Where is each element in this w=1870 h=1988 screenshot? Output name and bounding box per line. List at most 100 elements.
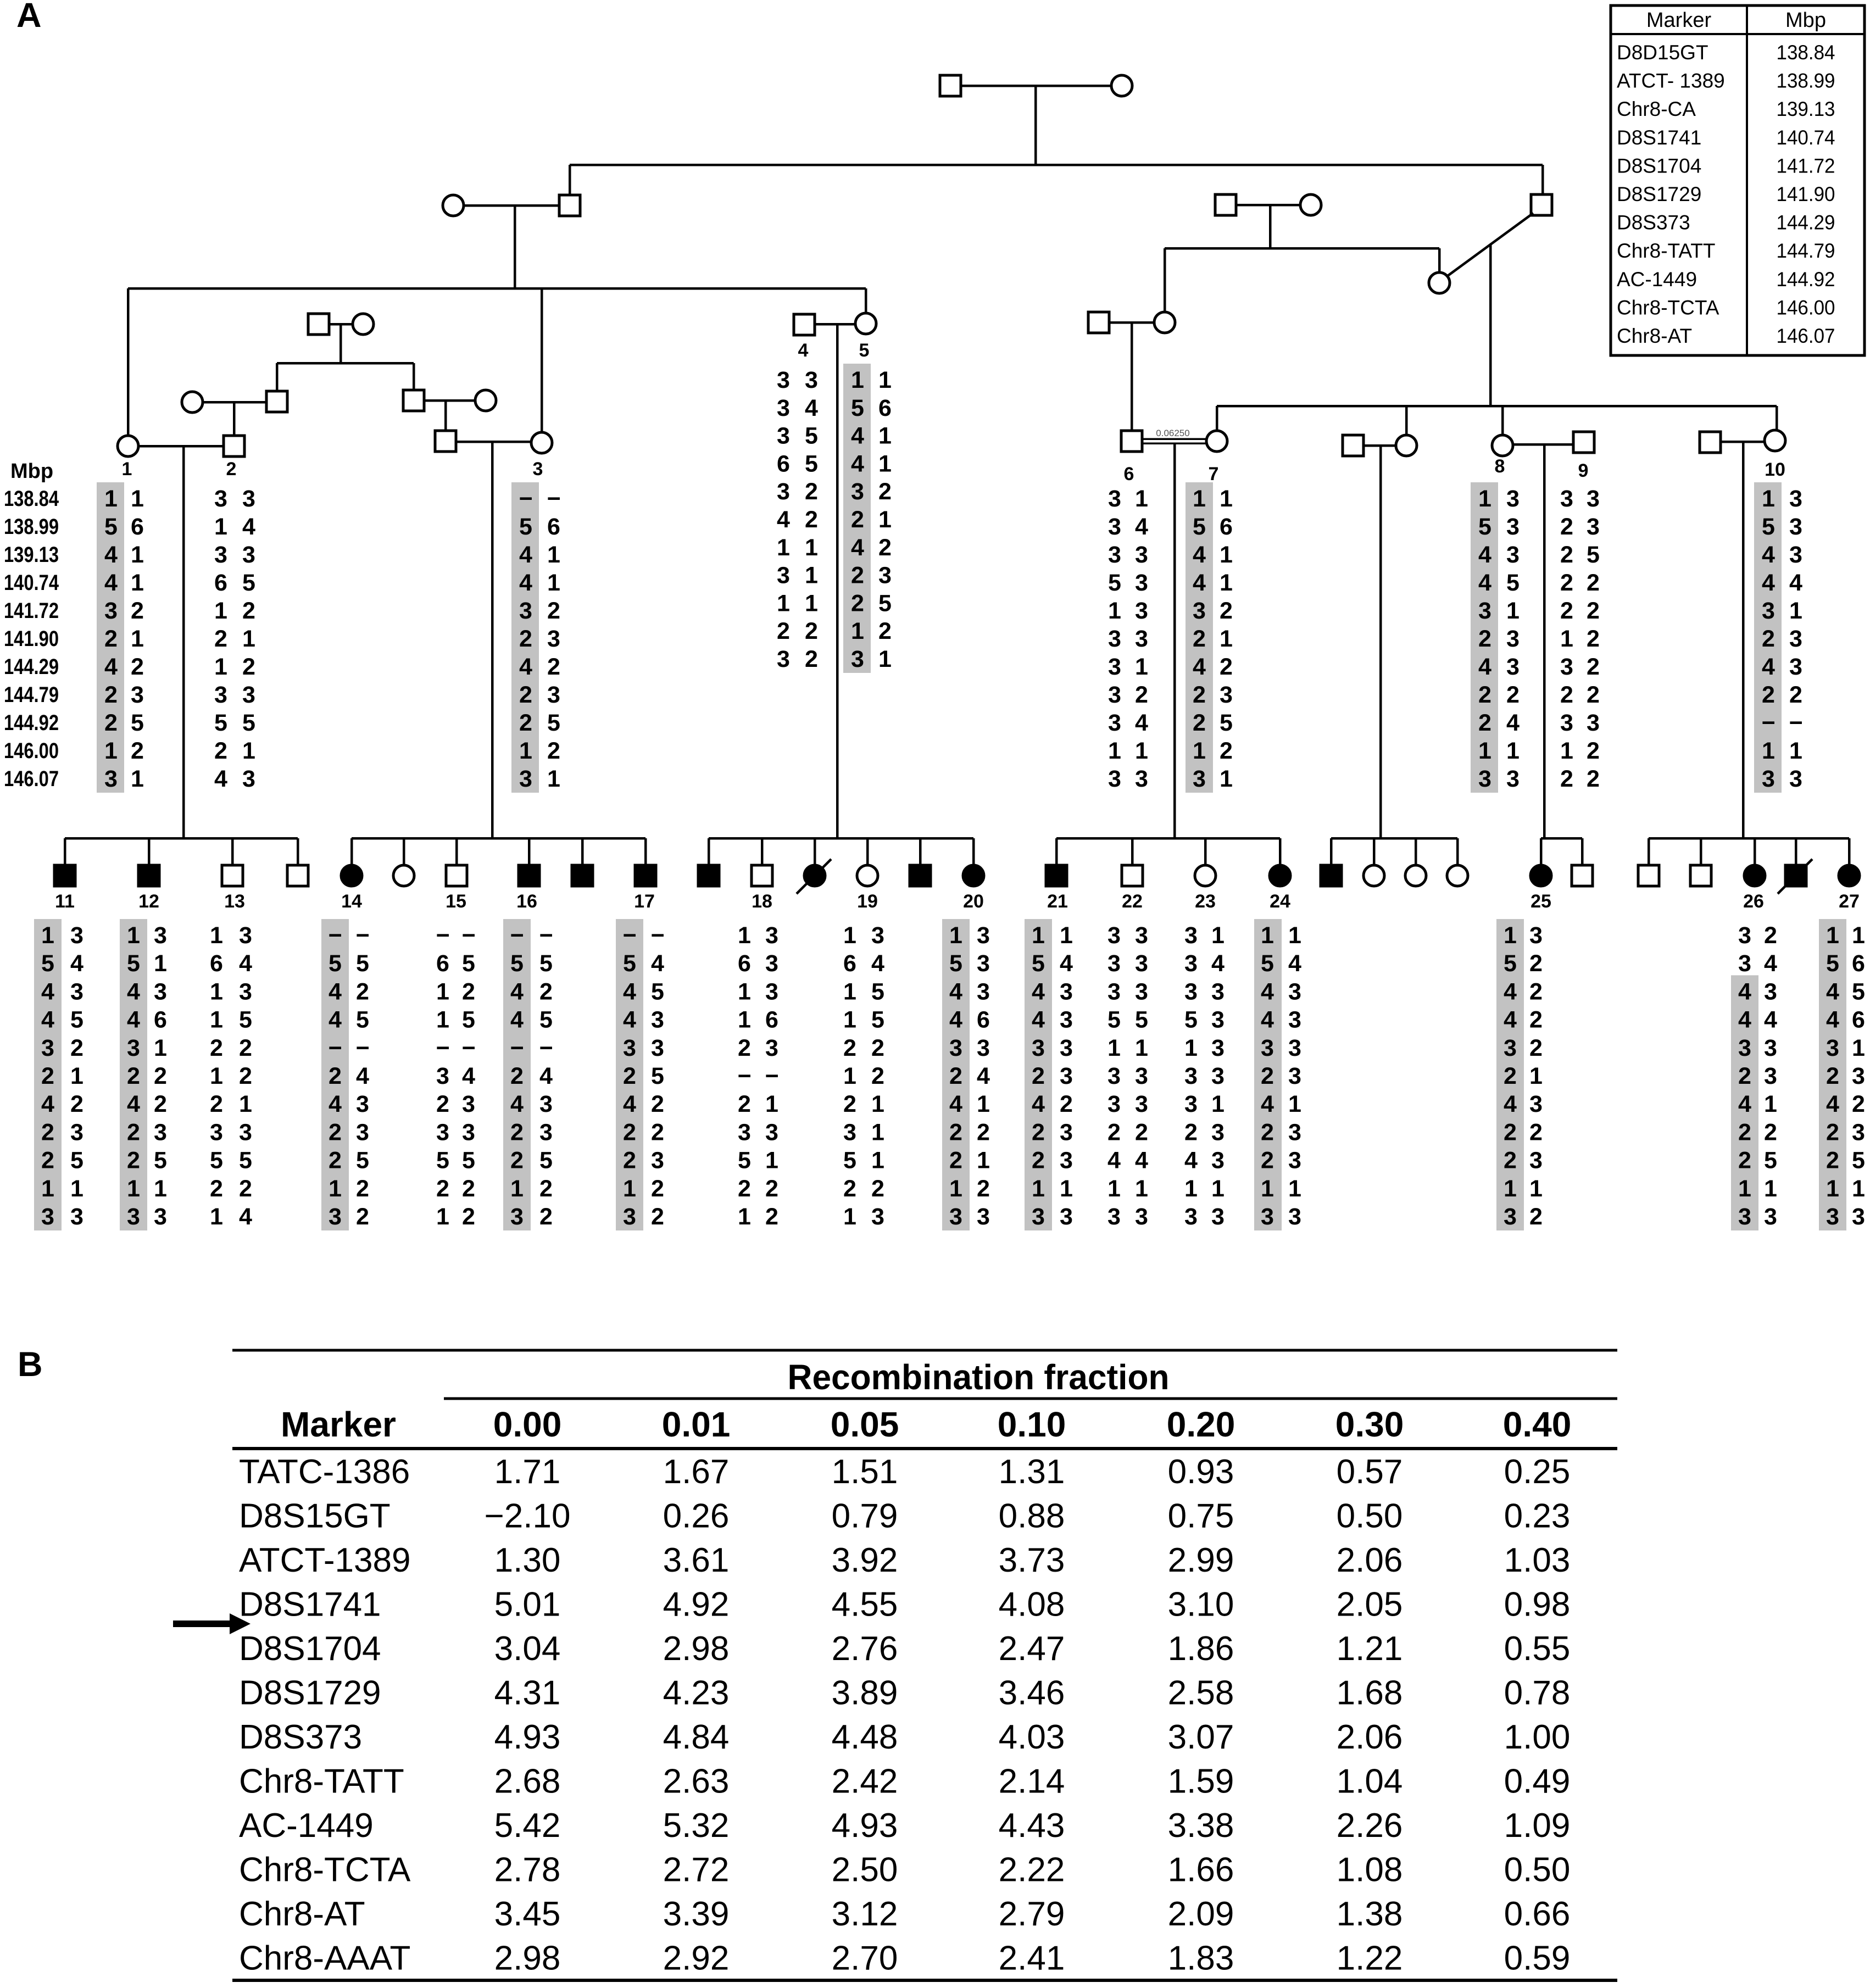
svg-text:4: 4 <box>127 978 140 1005</box>
svg-text:4: 4 <box>104 654 118 680</box>
svg-text:3: 3 <box>871 1204 884 1230</box>
svg-text:6: 6 <box>977 1007 990 1033</box>
svg-text:3: 3 <box>1560 654 1573 680</box>
svg-text:1.30: 1.30 <box>494 1541 561 1579</box>
svg-text:2.26: 2.26 <box>1337 1807 1403 1845</box>
svg-text:4: 4 <box>1135 514 1148 540</box>
svg-text:1.86: 1.86 <box>1168 1630 1234 1668</box>
svg-text:1: 1 <box>1738 1176 1751 1202</box>
svg-text:3: 3 <box>1108 710 1121 736</box>
svg-text:6: 6 <box>154 1007 167 1033</box>
svg-text:2.50: 2.50 <box>832 1851 898 1889</box>
svg-text:2: 2 <box>356 978 369 1005</box>
svg-text:1: 1 <box>1478 486 1491 512</box>
svg-text:4: 4 <box>356 1063 369 1089</box>
svg-text:2: 2 <box>41 1063 54 1089</box>
svg-text:0.88: 0.88 <box>999 1497 1065 1535</box>
svg-text:2: 2 <box>1060 1091 1073 1117</box>
svg-text:3: 3 <box>1738 1204 1751 1230</box>
svg-text:2: 2 <box>239 1063 252 1089</box>
svg-text:3: 3 <box>1108 766 1121 792</box>
svg-text:4: 4 <box>851 450 864 477</box>
svg-text:5.01: 5.01 <box>494 1586 561 1624</box>
svg-text:4: 4 <box>949 1007 962 1033</box>
svg-text:3: 3 <box>127 1035 140 1061</box>
svg-text:5: 5 <box>738 1148 751 1174</box>
svg-text:1.38: 1.38 <box>1337 1895 1403 1933</box>
svg-text:144.92: 144.92 <box>1777 268 1835 291</box>
svg-text:ATCT-1389: ATCT-1389 <box>239 1541 410 1579</box>
svg-text:3: 3 <box>1135 978 1148 1005</box>
svg-text:3: 3 <box>765 922 778 949</box>
svg-text:2: 2 <box>519 626 532 652</box>
svg-text:3: 3 <box>1135 1063 1148 1089</box>
svg-text:1: 1 <box>242 626 255 652</box>
svg-text:4: 4 <box>1826 1007 1839 1033</box>
svg-text:1: 1 <box>1529 1176 1543 1202</box>
svg-text:2: 2 <box>1826 1063 1839 1089</box>
svg-text:4.92: 4.92 <box>663 1586 730 1624</box>
svg-text:4: 4 <box>104 570 118 596</box>
svg-text:3: 3 <box>1211 1007 1225 1033</box>
svg-text:−: − <box>1761 710 1775 736</box>
svg-text:3: 3 <box>977 978 990 1005</box>
svg-text:2: 2 <box>1193 626 1206 652</box>
svg-text:1: 1 <box>154 950 167 977</box>
svg-text:6: 6 <box>210 950 223 977</box>
svg-text:3: 3 <box>1762 766 1775 792</box>
svg-text:2: 2 <box>1220 738 1233 764</box>
svg-text:3: 3 <box>1288 1148 1301 1174</box>
svg-text:1: 1 <box>131 626 144 652</box>
svg-text:27: 27 <box>1839 891 1860 912</box>
svg-text:2: 2 <box>539 1204 553 1230</box>
svg-text:3: 3 <box>1789 542 1802 568</box>
svg-text:3: 3 <box>805 367 818 393</box>
svg-text:3: 3 <box>242 682 255 708</box>
svg-text:3: 3 <box>777 563 790 589</box>
svg-text:0.26: 0.26 <box>663 1497 730 1535</box>
svg-text:1: 1 <box>239 1091 252 1117</box>
svg-text:3: 3 <box>851 478 864 505</box>
svg-text:0.05: 0.05 <box>831 1405 899 1444</box>
svg-text:146.00: 146.00 <box>1777 296 1835 319</box>
svg-text:6: 6 <box>878 395 892 421</box>
svg-text:Marker: Marker <box>1646 9 1712 32</box>
svg-text:3: 3 <box>1764 1035 1777 1061</box>
svg-text:5: 5 <box>1587 542 1600 568</box>
svg-text:5: 5 <box>1135 1007 1148 1033</box>
svg-text:4: 4 <box>1504 1007 1517 1033</box>
svg-text:4: 4 <box>1261 1007 1274 1033</box>
svg-text:3.12: 3.12 <box>832 1895 898 1933</box>
svg-text:Chr8-AT: Chr8-AT <box>239 1895 365 1933</box>
svg-text:1: 1 <box>1762 738 1775 764</box>
svg-text:2: 2 <box>623 1063 636 1089</box>
svg-text:1: 1 <box>70 1063 84 1089</box>
svg-text:−: − <box>355 922 369 949</box>
svg-text:3: 3 <box>765 978 778 1005</box>
svg-text:4: 4 <box>1193 542 1206 568</box>
svg-text:Chr8-AT: Chr8-AT <box>1617 325 1692 347</box>
svg-text:1: 1 <box>1211 922 1225 949</box>
svg-text:5: 5 <box>214 710 227 736</box>
svg-text:2: 2 <box>805 506 818 533</box>
svg-text:4: 4 <box>949 978 962 1005</box>
svg-text:2: 2 <box>104 682 118 708</box>
svg-text:4.43: 4.43 <box>999 1807 1065 1845</box>
svg-text:1: 1 <box>70 1176 84 1202</box>
svg-text:0.79: 0.79 <box>832 1497 898 1535</box>
svg-text:1: 1 <box>1220 486 1233 512</box>
svg-text:3: 3 <box>1288 1007 1301 1033</box>
svg-text:1: 1 <box>1220 766 1233 792</box>
svg-text:1: 1 <box>949 1176 962 1202</box>
svg-text:3: 3 <box>1789 514 1802 540</box>
svg-text:3: 3 <box>214 542 227 568</box>
svg-text:3: 3 <box>329 1204 342 1230</box>
svg-text:3: 3 <box>1060 1063 1073 1089</box>
svg-text:2: 2 <box>214 626 227 652</box>
svg-text:3: 3 <box>239 1119 252 1145</box>
svg-text:3: 3 <box>977 1204 990 1230</box>
svg-text:−: − <box>519 486 532 512</box>
svg-text:2: 2 <box>131 738 144 764</box>
svg-text:D8S1741: D8S1741 <box>1617 126 1701 149</box>
svg-text:2: 2 <box>949 1148 962 1174</box>
